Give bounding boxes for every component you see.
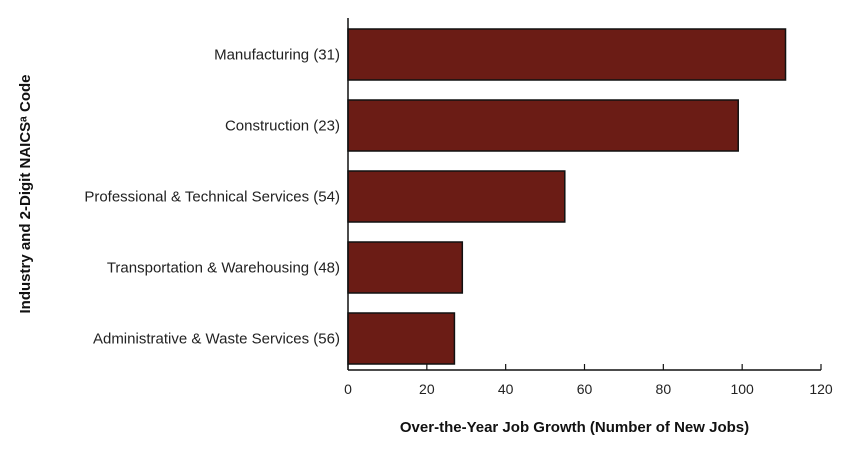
x-tick-label-2: 20: [419, 381, 435, 397]
bar-1: [347, 28, 787, 81]
x-tick-label-3: 40: [498, 381, 514, 397]
x-tick-label-7: 120: [809, 381, 833, 397]
x-axis-title: Over-the-Year Job Growth (Number of New …: [400, 419, 749, 436]
x-tick-label-4: 60: [577, 381, 593, 397]
category-label-2: Construction (23): [225, 118, 340, 135]
bar-2: [347, 99, 739, 152]
y-axis-title: Industry and 2-Digit NAICSᵃ Code: [17, 74, 34, 313]
x-tick-label-6: 100: [730, 381, 754, 397]
bars-group: [347, 28, 787, 365]
bar-3: [347, 170, 566, 223]
x-ticks-group: 0 20 40 60 80 100 120: [344, 364, 833, 397]
category-label-4: Transportation & Warehousing (48): [107, 260, 340, 277]
category-label-5: Administrative & Waste Services (56): [93, 331, 340, 348]
category-label-3: Professional & Technical Services (54): [84, 189, 340, 206]
category-labels-group: Manufacturing (31) Construction (23) Profe…: [84, 47, 340, 348]
category-label-1: Manufacturing (31): [214, 47, 340, 64]
bar-5: [347, 312, 456, 365]
x-tick-label-1: 0: [344, 381, 352, 397]
x-tick-label-5: 80: [656, 381, 672, 397]
bar-4: [347, 241, 464, 294]
